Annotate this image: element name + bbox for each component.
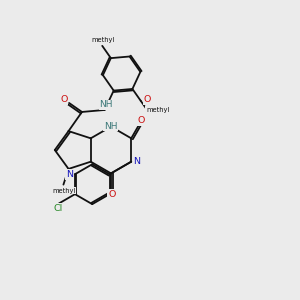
Text: Cl: Cl xyxy=(53,204,63,213)
Text: methyl: methyl xyxy=(92,37,115,43)
Text: O: O xyxy=(60,95,68,104)
Text: O: O xyxy=(108,190,116,199)
Text: N: N xyxy=(66,170,73,179)
Text: O: O xyxy=(144,95,151,104)
Text: O: O xyxy=(137,116,144,125)
Text: NH: NH xyxy=(104,122,117,130)
Text: methyl: methyl xyxy=(146,107,169,113)
Text: N: N xyxy=(134,157,140,166)
Text: NH: NH xyxy=(99,100,113,109)
Text: methyl: methyl xyxy=(52,188,76,194)
